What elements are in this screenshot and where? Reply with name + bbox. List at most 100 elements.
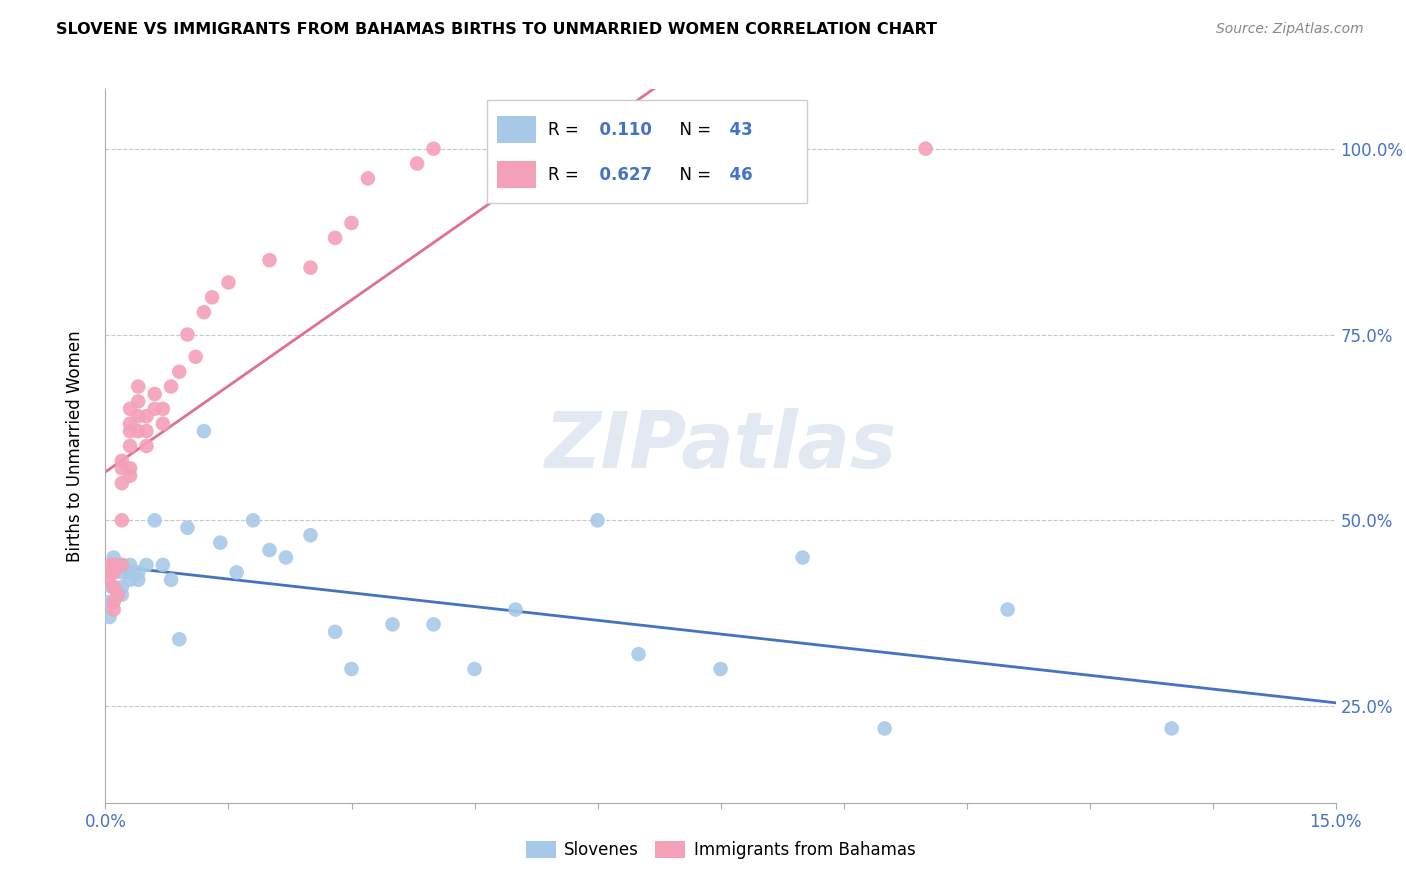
Point — [152, 401, 174, 416]
Text: ZIPatlas: ZIPatlas — [544, 408, 897, 484]
Point — [586, 513, 609, 527]
Point — [97, 595, 120, 609]
Point — [176, 327, 198, 342]
Point — [176, 521, 198, 535]
Point — [381, 617, 404, 632]
Point — [160, 379, 183, 393]
Text: N =: N = — [669, 166, 716, 184]
Point — [135, 558, 157, 572]
Point — [340, 662, 363, 676]
Point — [120, 417, 141, 431]
Point — [98, 610, 121, 624]
Point — [98, 566, 121, 580]
Point — [127, 394, 149, 409]
Point — [97, 573, 120, 587]
Point — [340, 216, 363, 230]
Point — [209, 535, 232, 549]
Point — [120, 573, 141, 587]
Point — [323, 624, 346, 639]
Point — [792, 550, 814, 565]
Point — [193, 424, 215, 438]
Point — [873, 722, 896, 736]
Point — [152, 417, 174, 431]
Point — [103, 550, 125, 565]
Point — [406, 156, 429, 170]
Point — [103, 580, 125, 594]
Point — [120, 566, 141, 580]
Point — [127, 379, 149, 393]
Point — [103, 595, 125, 609]
Point — [710, 662, 733, 676]
Point — [357, 171, 380, 186]
Point — [135, 409, 157, 424]
Point — [111, 558, 134, 572]
Point — [104, 580, 127, 594]
Point — [259, 253, 281, 268]
Point — [193, 305, 215, 319]
Point — [103, 566, 125, 580]
Y-axis label: Births to Unmarried Women: Births to Unmarried Women — [66, 330, 84, 562]
Text: 43: 43 — [718, 121, 752, 139]
Text: 46: 46 — [718, 166, 752, 184]
Point — [143, 513, 166, 527]
Point — [143, 387, 166, 401]
Point — [169, 365, 191, 379]
Point — [111, 454, 134, 468]
Text: R =: R = — [548, 166, 585, 184]
Point — [107, 588, 129, 602]
Point — [111, 580, 134, 594]
Point — [120, 439, 141, 453]
Text: R =: R = — [548, 121, 585, 139]
Point — [201, 290, 224, 304]
Point — [127, 566, 149, 580]
Point — [225, 566, 247, 580]
Point — [100, 558, 122, 572]
Point — [160, 573, 183, 587]
Point — [914, 142, 936, 156]
Legend: Slovenes, Immigrants from Bahamas: Slovenes, Immigrants from Bahamas — [526, 840, 915, 859]
Point — [464, 662, 486, 676]
Text: 0.627: 0.627 — [588, 166, 652, 184]
Point — [299, 528, 322, 542]
Point — [627, 647, 650, 661]
Point — [111, 558, 134, 572]
Point — [152, 558, 174, 572]
Point — [111, 588, 134, 602]
Point — [103, 602, 125, 616]
Point — [127, 573, 149, 587]
Text: Source: ZipAtlas.com: Source: ZipAtlas.com — [1216, 22, 1364, 37]
Text: 0.110: 0.110 — [588, 121, 651, 139]
Point — [111, 461, 134, 475]
Point — [997, 602, 1019, 616]
Point — [184, 350, 207, 364]
Point — [103, 566, 125, 580]
Point — [107, 588, 129, 602]
Point — [218, 276, 240, 290]
Point — [274, 550, 297, 565]
Point — [101, 580, 124, 594]
Point — [135, 424, 157, 438]
Point — [422, 142, 444, 156]
Point — [120, 468, 141, 483]
FancyBboxPatch shape — [496, 116, 536, 144]
FancyBboxPatch shape — [486, 100, 807, 203]
Point — [111, 476, 134, 491]
Point — [120, 401, 141, 416]
Point — [323, 231, 346, 245]
Point — [299, 260, 322, 275]
FancyBboxPatch shape — [496, 161, 536, 188]
Text: N =: N = — [669, 121, 716, 139]
Point — [135, 439, 157, 453]
Point — [120, 424, 141, 438]
Point — [103, 558, 125, 572]
Point — [169, 632, 191, 647]
Point — [242, 513, 264, 527]
Point — [259, 543, 281, 558]
Point — [120, 461, 141, 475]
Point — [505, 602, 527, 616]
Point — [143, 401, 166, 416]
Point — [422, 617, 444, 632]
Point — [107, 558, 129, 572]
Point — [127, 424, 149, 438]
Point — [111, 513, 134, 527]
